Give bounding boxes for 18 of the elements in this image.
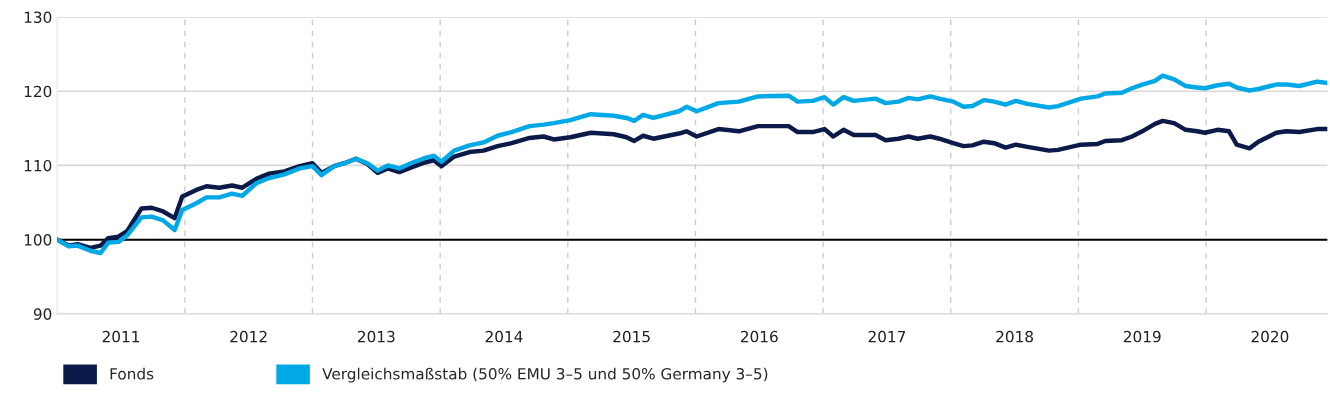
x-tick-label: 2019 <box>1123 330 1161 343</box>
x-tick-label: 2013 <box>358 330 395 343</box>
y-tick-label: 90 <box>33 308 52 320</box>
legend-label: Fonds <box>110 367 154 380</box>
x-tick-label: 2012 <box>230 330 267 343</box>
y-tick-label: 130 <box>24 11 52 24</box>
x-tick-label: 2016 <box>740 330 778 343</box>
y-tick-label: 110 <box>24 159 52 172</box>
x-tick-label: 2014 <box>485 330 523 343</box>
y-tick-label: 100 <box>24 234 52 246</box>
x-tick-label: 2015 <box>613 330 650 343</box>
x-tick-label: 2020 <box>1251 330 1289 343</box>
x-tick-label: 2017 <box>868 330 906 343</box>
legend-label: Vergleichsmaßstab (50% EMU 3–5 und 50% Germany 3–5) <box>322 367 768 383</box>
x-tick-label: 2018 <box>996 330 1033 343</box>
y-tick-label: 120 <box>24 85 52 98</box>
x-tick-label: 2011 <box>102 330 140 343</box>
line-series <box>57 73 1328 256</box>
